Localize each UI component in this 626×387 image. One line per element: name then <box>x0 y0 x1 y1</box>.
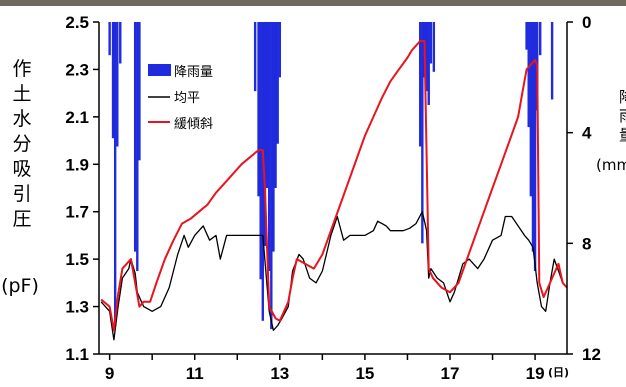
y-axis-left-char: 作 <box>12 58 31 80</box>
y-axis-left-char: 土 <box>12 83 31 105</box>
rain-bar <box>538 22 542 56</box>
y-left-tick-label: 1.1 <box>65 345 89 364</box>
rain-bar <box>116 22 119 147</box>
legend: 降雨量 均平 緩傾斜 <box>148 64 213 132</box>
rain-bar <box>529 22 533 197</box>
y-axis-right-char: 雨 <box>619 107 626 125</box>
y-left-tick-label: 1.3 <box>65 298 89 317</box>
y-axis-right-label: 降 雨 量 <box>619 88 626 144</box>
y-right-tick-label: 8 <box>582 234 591 253</box>
series-line-flat <box>100 211 568 341</box>
y-axis-right-char: 量 <box>619 126 626 144</box>
rain-bar <box>108 22 111 56</box>
y-axis-left-unit: (pF) <box>1 275 39 297</box>
y-right-tick-label: 0 <box>582 13 591 32</box>
rain-bar <box>533 22 537 271</box>
x-tick-label: 15 <box>355 364 374 383</box>
x-tick-label: 13 <box>270 364 289 383</box>
y-right-tick-label: 4 <box>582 124 592 143</box>
y-axis-left-char: 圧 <box>12 208 31 230</box>
rain-bar <box>270 22 273 330</box>
rain-bar <box>429 22 433 64</box>
rain-bar <box>550 22 554 100</box>
rain-bar <box>274 22 277 188</box>
rain-bar <box>263 22 267 247</box>
y-left-tick-label: 2.5 <box>65 13 89 32</box>
rain-bar <box>272 22 275 252</box>
rain-bar <box>113 22 117 327</box>
rain-bar <box>425 22 428 92</box>
y-left-tick-label: 1.5 <box>65 250 89 269</box>
rain-bar <box>527 22 530 128</box>
y-left-tick-label: 2.3 <box>65 60 89 79</box>
rain-bar <box>531 22 535 252</box>
rain-bar <box>133 22 137 252</box>
legend-label-slope: 緩傾斜 <box>174 117 213 132</box>
rain-bar <box>138 22 141 161</box>
legend-swatch-rain <box>148 64 171 76</box>
rain-bar <box>432 22 436 72</box>
rain-bar <box>261 22 264 321</box>
rain-bar <box>278 22 282 78</box>
rain-bar <box>525 22 528 50</box>
x-tick-label: 11 <box>186 364 204 383</box>
x-axis-unit: (日) <box>548 366 569 379</box>
x-tick-label: 17 <box>441 364 460 383</box>
rain-bar <box>421 22 424 244</box>
y-left-tick-label: 1.7 <box>65 203 89 222</box>
y-axis-left-char: 引 <box>12 183 31 205</box>
y-axis-left-char: 水 <box>12 108 31 130</box>
y-axis-left-char: 分 <box>12 133 31 155</box>
rain-bar <box>119 22 122 64</box>
y-axis-left-label: 作 土 水 分 吸 引 圧 <box>12 58 31 230</box>
series-line-slope <box>100 40 568 332</box>
rain-bar <box>276 22 279 144</box>
top-edge-band <box>0 0 626 6</box>
y-left-tick-label: 1.9 <box>65 155 89 174</box>
x-tick-label: 19 <box>526 364 545 383</box>
rain-bar <box>419 22 422 147</box>
x-tick-label: 9 <box>105 364 114 383</box>
y-axis-left-char: 吸 <box>12 158 31 180</box>
rain-bar <box>136 22 139 271</box>
legend-label-flat: 均平 <box>174 91 200 106</box>
y-right-tick-label: 12 <box>582 345 601 364</box>
rain-bar <box>253 22 257 92</box>
y-axis-right-char: 降 <box>619 88 626 106</box>
rain-bar <box>257 22 260 197</box>
rain-bar <box>267 22 271 271</box>
y-left-tick-label: 2.1 <box>65 108 89 127</box>
rain-bar <box>427 22 430 105</box>
rain-bar <box>111 22 115 139</box>
y-axis-right-unit: (mm/h) <box>596 156 626 174</box>
rain-bar <box>265 22 269 188</box>
legend-label-rain: 降雨量 <box>174 65 213 80</box>
